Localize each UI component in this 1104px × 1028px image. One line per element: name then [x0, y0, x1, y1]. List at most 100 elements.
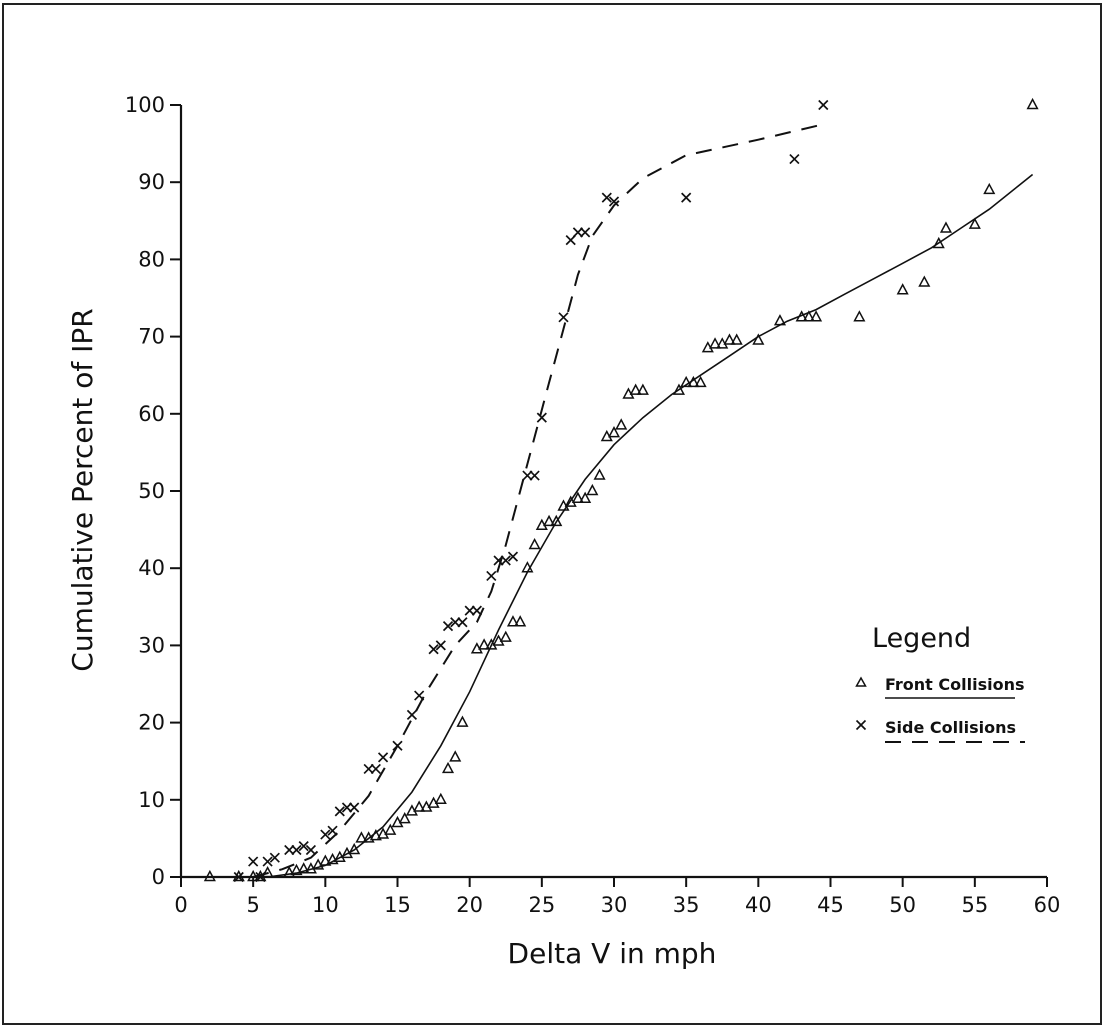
y-tick-label: 0: [152, 865, 165, 889]
side-collision-point: [291, 844, 302, 856]
front-collision-point: [636, 383, 649, 395]
y-axis-label: Cumulative Percent of IPR: [66, 308, 99, 671]
side-collision-point: [435, 640, 446, 651]
side-collision-point: [363, 763, 374, 775]
x-tick-label: 40: [745, 893, 772, 917]
front-collision-point: [434, 792, 447, 805]
front-collision-point: [413, 800, 426, 812]
front-collision-point: [939, 221, 953, 233]
front-collision-point: [615, 418, 628, 430]
data-points: [203, 97, 1039, 883]
legend-x-icon: [855, 719, 867, 731]
x-tick-label: 50: [889, 893, 916, 917]
side-collision-point: [305, 844, 317, 856]
front-collision-point: [514, 615, 527, 627]
front-collision-point: [593, 468, 606, 480]
x-tick-label: 45: [817, 893, 844, 917]
side-collision-point: [298, 841, 309, 852]
side-collision-point: [608, 196, 620, 207]
front-collision-point: [478, 638, 491, 650]
side-collision-point: [269, 852, 280, 863]
side-collision-point: [493, 555, 504, 566]
front-collision-point: [687, 375, 700, 388]
front-collision-point: [499, 630, 512, 642]
front-collision-point: [773, 314, 787, 326]
x-tick-label: 15: [384, 893, 411, 917]
front-collision-point: [355, 831, 368, 843]
front-collision-point: [441, 761, 455, 774]
legend-title: Legend: [872, 623, 971, 654]
y-tick-label: 10: [138, 788, 165, 812]
front-collision-point: [550, 514, 563, 527]
front-collision-point: [694, 375, 707, 388]
front-collisions-fit-line: [267, 173, 1034, 878]
front-collision-point: [672, 383, 685, 395]
side-collision-point: [341, 802, 353, 813]
side-collision-point: [349, 802, 360, 813]
front-collision-point: [362, 831, 375, 843]
side-collision-point: [457, 617, 468, 628]
y-tick-label: 30: [138, 633, 165, 657]
y-tick-label: 40: [138, 556, 165, 580]
front-collision-point: [932, 236, 945, 249]
front-collision-point: [810, 310, 823, 322]
y-tick-label: 50: [138, 479, 165, 503]
side-collision-point: [471, 605, 482, 616]
side-collision-point: [486, 570, 497, 582]
front-collision-point: [1026, 97, 1039, 110]
side-collision-point: [442, 620, 454, 632]
front-collision-point: [369, 828, 382, 841]
side-collision-point: [464, 605, 475, 616]
side-collision-point: [392, 740, 403, 751]
side-collision-point: [284, 844, 295, 856]
side-collisions-fit-line: [252, 123, 824, 878]
side-collision-point: [377, 752, 389, 763]
fit-lines: [252, 123, 1034, 878]
side-collision-point: [536, 412, 547, 423]
side-collision-point: [450, 617, 461, 628]
legend-entry-side-collisions: Side Collisions: [885, 718, 1016, 737]
side-collision-point: [558, 312, 569, 323]
side-collision-point: [572, 227, 584, 238]
side-collision-point: [320, 829, 331, 840]
front-collision-point: [456, 715, 469, 727]
front-collision-point: [579, 491, 592, 503]
front-collision-point: [571, 491, 584, 503]
front-collision-point: [629, 383, 642, 395]
front-collision-point: [384, 823, 397, 835]
front-collision-point: [586, 483, 599, 496]
chart-frame: [2, 3, 1102, 1025]
x-axis-label: Delta V in mph: [508, 937, 717, 970]
side-collision-point: [327, 825, 338, 836]
side-collision-point: [529, 470, 540, 481]
side-collision-point: [248, 856, 259, 867]
side-collision-point: [428, 644, 439, 655]
front-collision-point: [506, 615, 520, 627]
x-tick-label: 20: [456, 893, 483, 917]
y-tick-label: 80: [138, 247, 165, 271]
side-collision-point: [789, 153, 800, 165]
side-collision-point: [334, 806, 345, 817]
y-tick-labels: 0 10 20 30 40 50 60 70 80 90 100: [125, 93, 165, 889]
front-collision-point: [918, 275, 931, 287]
side-collision-point: [818, 99, 829, 111]
y-tick-label: 70: [138, 325, 165, 349]
legend-entry-front-collisions: Front Collisions: [885, 675, 1025, 694]
front-collision-point: [319, 854, 332, 866]
y-tick-label: 60: [138, 402, 165, 426]
front-collision-point: [398, 812, 411, 824]
axes: [179, 105, 1047, 879]
side-collision-point: [414, 690, 425, 701]
front-collision-point: [326, 852, 339, 865]
x-tick-label: 60: [1034, 893, 1061, 917]
x-tick-labels: 0 5 10 15 20 25 30 35 40 45 50 55 60: [174, 893, 1060, 917]
y-tick-label: 90: [138, 170, 165, 194]
front-collision-point: [983, 182, 996, 195]
front-collision-point: [607, 426, 621, 438]
front-collision-point: [297, 862, 310, 874]
x-tick-label: 30: [601, 893, 628, 917]
front-collision-point: [752, 333, 765, 345]
front-collision-point: [968, 217, 981, 229]
x-tick-label: 0: [174, 893, 187, 917]
